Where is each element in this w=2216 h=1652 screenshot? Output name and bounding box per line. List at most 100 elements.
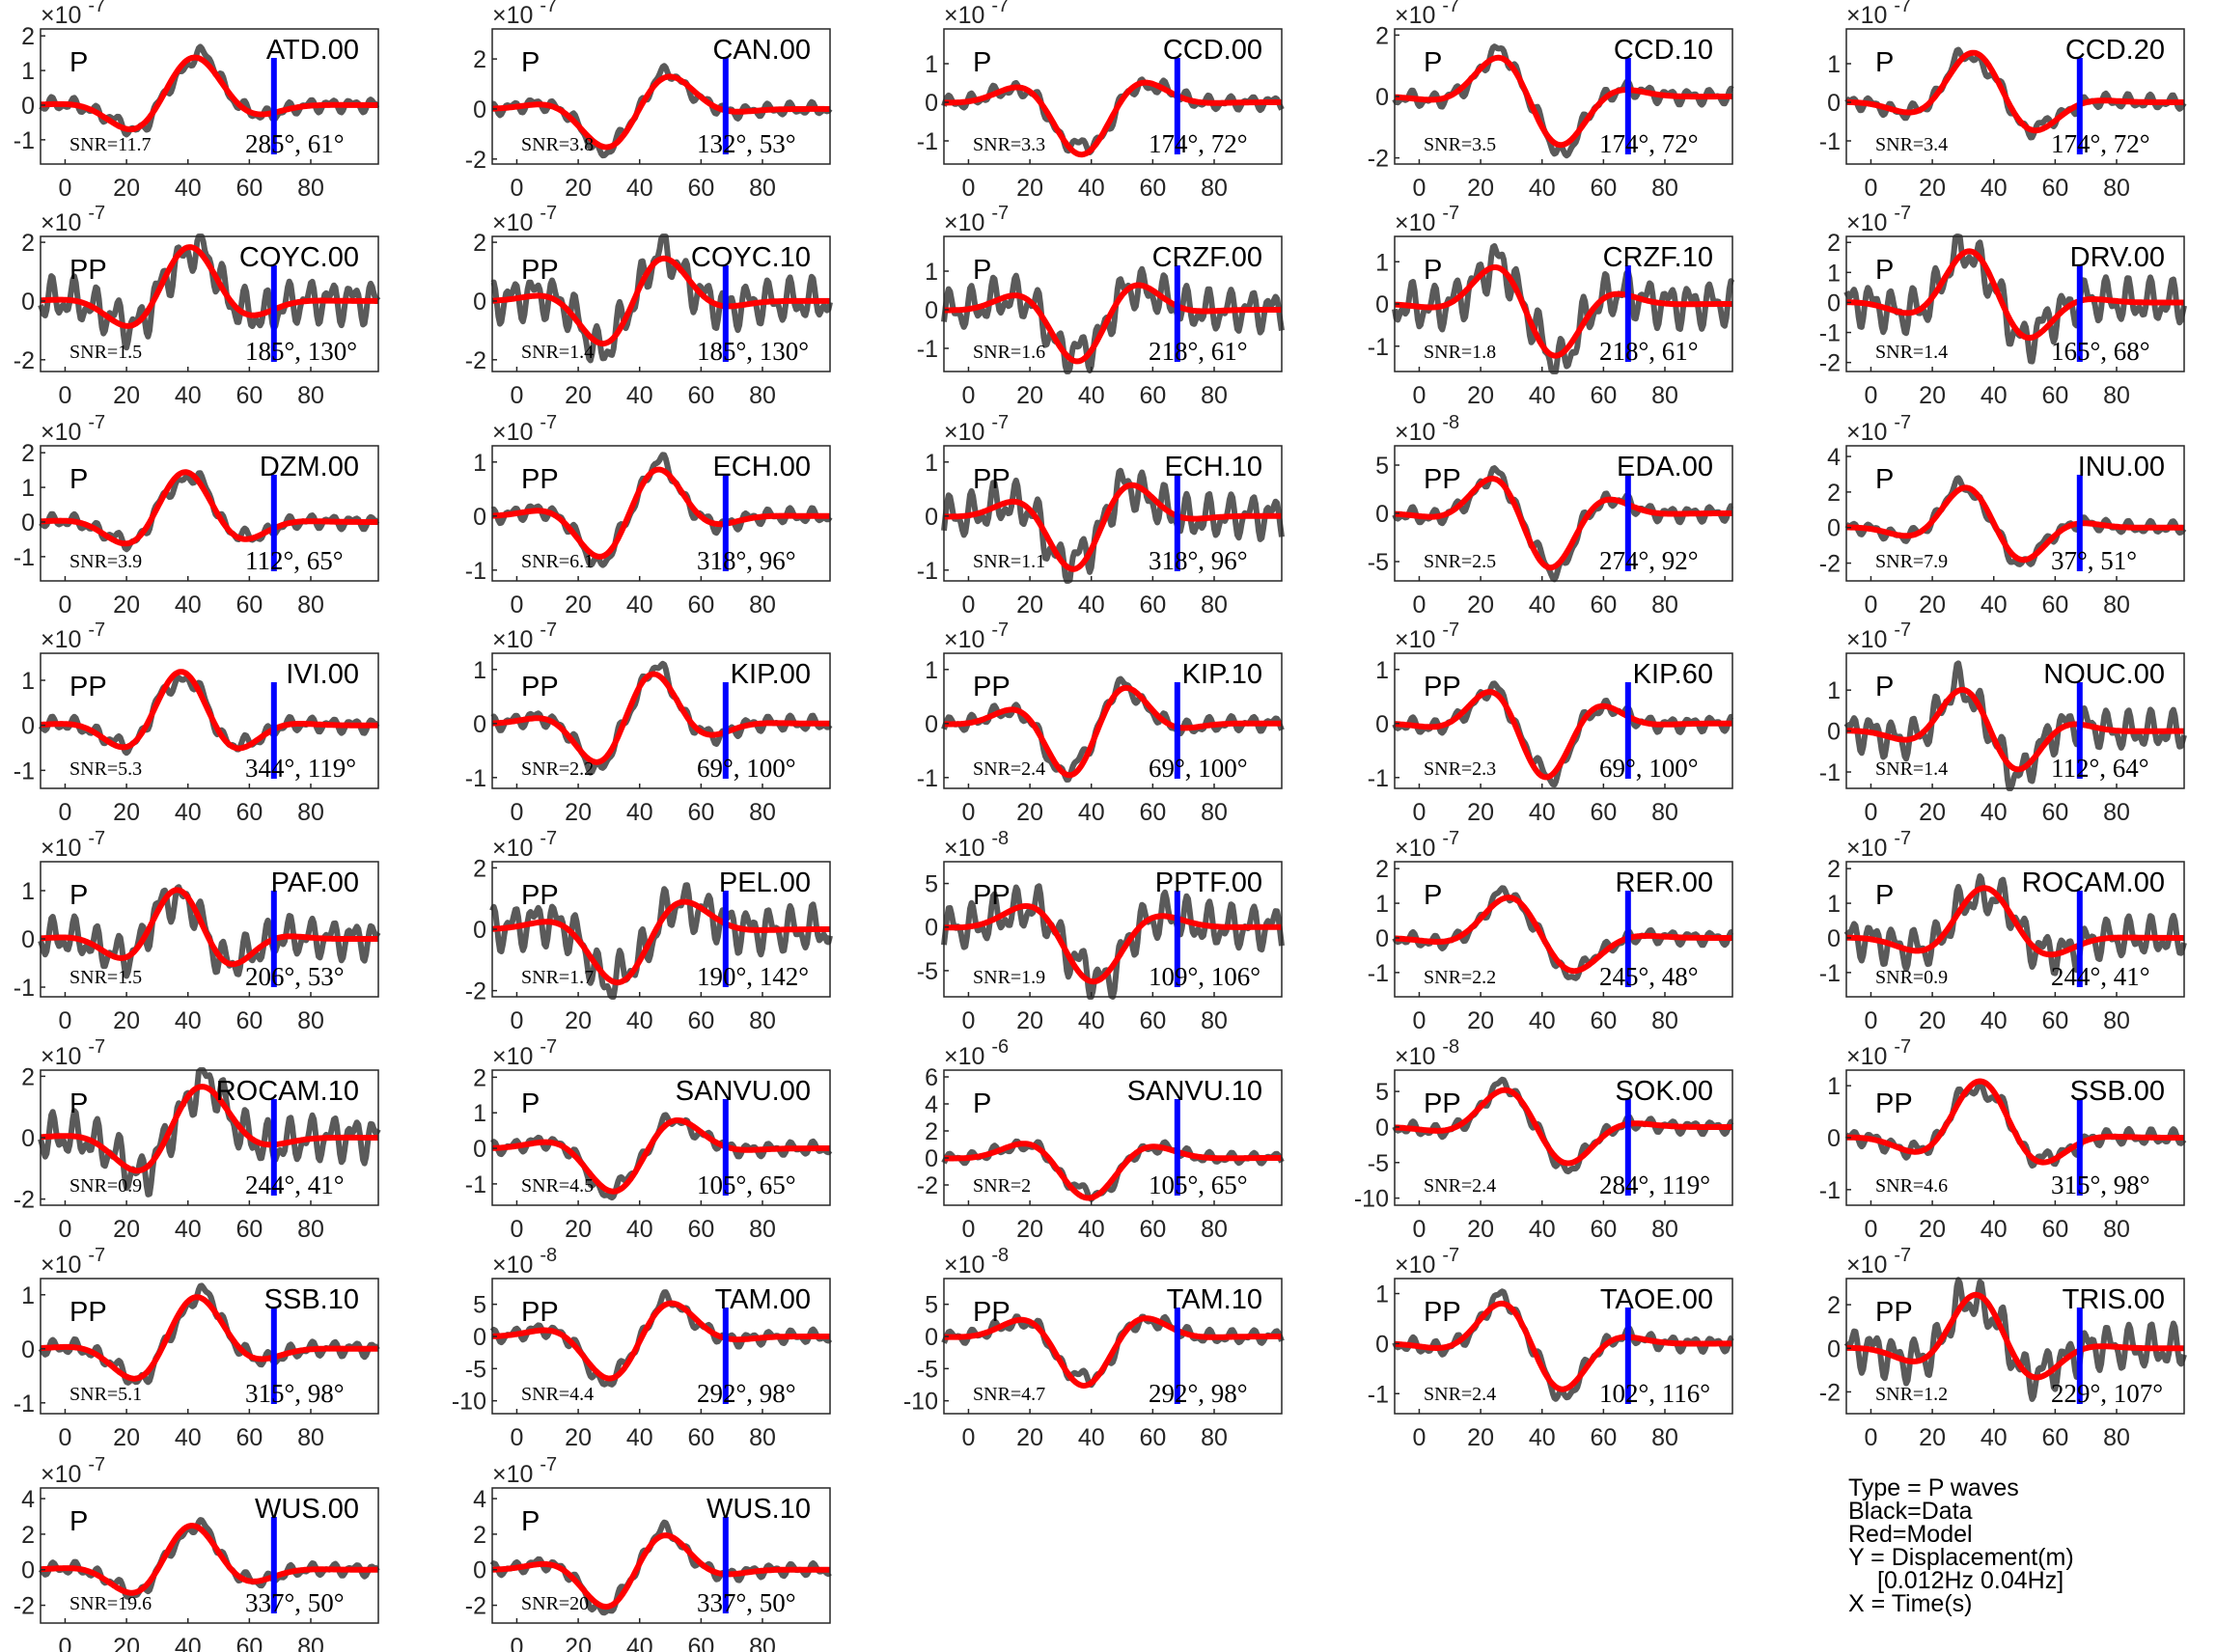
phase-label: P [973, 255, 991, 286]
y-tick-label: 2 [473, 46, 486, 73]
model-trace [490, 73, 832, 151]
y-tick-label: 0 [925, 1324, 938, 1351]
station-label: SOK.00 [1615, 1076, 1713, 1107]
x-tick-label: 20 [113, 1424, 140, 1451]
phase-label: P [69, 464, 88, 495]
x-tick-label: 80 [1201, 799, 1228, 826]
x-tick-label: 80 [1201, 592, 1228, 619]
y-tick-label: 4 [473, 1486, 486, 1513]
phase-label: P [1875, 464, 1894, 495]
waveform-panel-ECH.00: 0 20 40 60 80 -1 0 1×10 -7 ECH.00 PP SNR=6.1 318°, … [465, 412, 833, 619]
x-tick-label: 0 [1865, 592, 1878, 619]
legend-red: Red=Model [1848, 1521, 1973, 1548]
y-tick-label: 2 [1827, 1292, 1841, 1319]
station-label: ECH.10 [1164, 452, 1262, 482]
model-trace [1844, 1078, 2186, 1166]
phase-label: P [973, 1088, 991, 1119]
y-tick-label: -2 [14, 347, 35, 374]
snr-label: SNR=2.3 [1424, 758, 1496, 780]
waveform-panel-WUS.00: 0 20 40 60 80 -2 0 2 4×10 -7 WUS.00 P SNR=19.6 337°,… [14, 1454, 380, 1652]
y-tick-label: -1 [14, 544, 35, 571]
waveform-panel-SSB.00: 0 20 40 60 80 -1 0 1×10 -7 SSB.00 PP SNR=4.6 315°, … [1819, 1036, 2187, 1243]
x-tick-label: 60 [1139, 175, 1166, 202]
y-tick-label: -5 [465, 1356, 486, 1383]
x-tick-label: 20 [113, 799, 140, 826]
y-tick-label: 0 [473, 1557, 486, 1584]
y-tick-label: 1 [1375, 891, 1389, 918]
x-tick-label: 40 [626, 1424, 653, 1451]
snr-label: SNR=19.6 [69, 1593, 152, 1614]
x-tick-label: 60 [2041, 1216, 2068, 1243]
phase-label: P [1875, 255, 1894, 286]
phase-label: P [1424, 880, 1442, 911]
x-tick-label: 20 [1016, 1424, 1043, 1451]
x-tick-label: 80 [2103, 1216, 2130, 1243]
y-tick-label: 1 [21, 475, 35, 502]
y-tick-label: 0 [21, 93, 35, 120]
y-tick-label: -5 [917, 958, 938, 985]
x-tick-label: 0 [511, 592, 524, 619]
model-trace [1844, 885, 2186, 958]
y-tick-label: 1 [1375, 657, 1389, 684]
snr-label: SNR=1.6 [973, 342, 1045, 363]
x-tick-label: 80 [749, 1216, 776, 1243]
snr-label: SNR=2.4 [1424, 1175, 1496, 1197]
angles-label: 337°, 50° [697, 1588, 796, 1617]
phase-label: PP [521, 255, 559, 286]
y-tick-label: 0 [925, 90, 938, 117]
y-tick-label: 0 [21, 1125, 35, 1152]
y-exponent-label: ×10 -7 [1846, 412, 1911, 446]
axes-box [40, 445, 379, 582]
angles-label: 112°, 64° [2051, 754, 2149, 783]
axes-box [40, 28, 379, 165]
angles-label: 285°, 61° [245, 129, 345, 158]
phase-label: PP [1875, 1088, 1913, 1119]
y-tick-label: -1 [465, 1171, 486, 1198]
y-tick-label: -1 [14, 757, 35, 785]
x-tick-label: 80 [297, 799, 324, 826]
x-tick-label: 20 [565, 382, 592, 409]
axes-box [943, 1278, 1283, 1415]
angles-label: 109°, 106° [1149, 962, 1260, 991]
x-tick-label: 60 [2041, 799, 2068, 826]
waveform-panel-ECH.10: 0 20 40 60 80 -1 0 1×10 -7 ECH.10 PP SNR=1.1 318°, … [917, 412, 1285, 619]
waveform-panel-NOUC.00: 0 20 40 60 80 -1 0 1×10 -7 NOUC.00 P SNR=1.4 112°, … [1819, 620, 2187, 826]
x-tick-label: 40 [626, 382, 653, 409]
x-tick-label: 0 [511, 1424, 524, 1451]
waveform-panel-DZM.00: 0 20 40 60 80 -1 0 1 2×10 -7 DZM.00 P SNR=3.9 112°, … [14, 412, 380, 619]
station-label: TAM.10 [1167, 1284, 1262, 1315]
model-trace [490, 466, 832, 560]
y-tick-label: 2 [21, 1063, 35, 1090]
data-trace [39, 470, 380, 553]
y-tick-label: 2 [1827, 856, 1841, 883]
phase-label: PP [521, 1297, 559, 1328]
x-tick-label: 0 [1413, 1216, 1427, 1243]
y-tick-label: 0 [473, 289, 486, 316]
phase-label: PP [521, 880, 559, 911]
y-tick-label: 4 [925, 1091, 938, 1118]
axes-box [40, 1278, 379, 1415]
y-tick-label: 0 [925, 711, 938, 738]
x-tick-label: 40 [1078, 382, 1105, 409]
axes-box [40, 1487, 379, 1624]
angles-label: 185°, 130° [697, 337, 809, 366]
x-tick-label: 60 [687, 1424, 714, 1451]
y-tick-label: 0 [473, 917, 486, 944]
model-trace [1393, 264, 1734, 359]
y-exponent-label: ×10 -7 [1846, 1245, 1911, 1279]
x-tick-label: 40 [1981, 1216, 2008, 1243]
y-tick-label: -2 [14, 1187, 35, 1214]
y-tick-label: 0 [1375, 291, 1389, 318]
snr-label: SNR=20 [521, 1593, 589, 1614]
axes-box [1394, 861, 1733, 998]
station-label: DRV.00 [2070, 242, 2165, 273]
y-tick-label: 0 [1375, 84, 1389, 111]
x-tick-label: 80 [2103, 1424, 2130, 1451]
y-tick-label: -1 [1819, 960, 1841, 987]
axes-box [491, 652, 831, 789]
x-tick-label: 60 [2041, 1007, 2068, 1034]
model-trace [490, 1117, 832, 1195]
x-tick-label: 20 [1919, 382, 1946, 409]
x-tick-label: 60 [1139, 1007, 1166, 1034]
station-label: ATD.00 [266, 35, 359, 66]
